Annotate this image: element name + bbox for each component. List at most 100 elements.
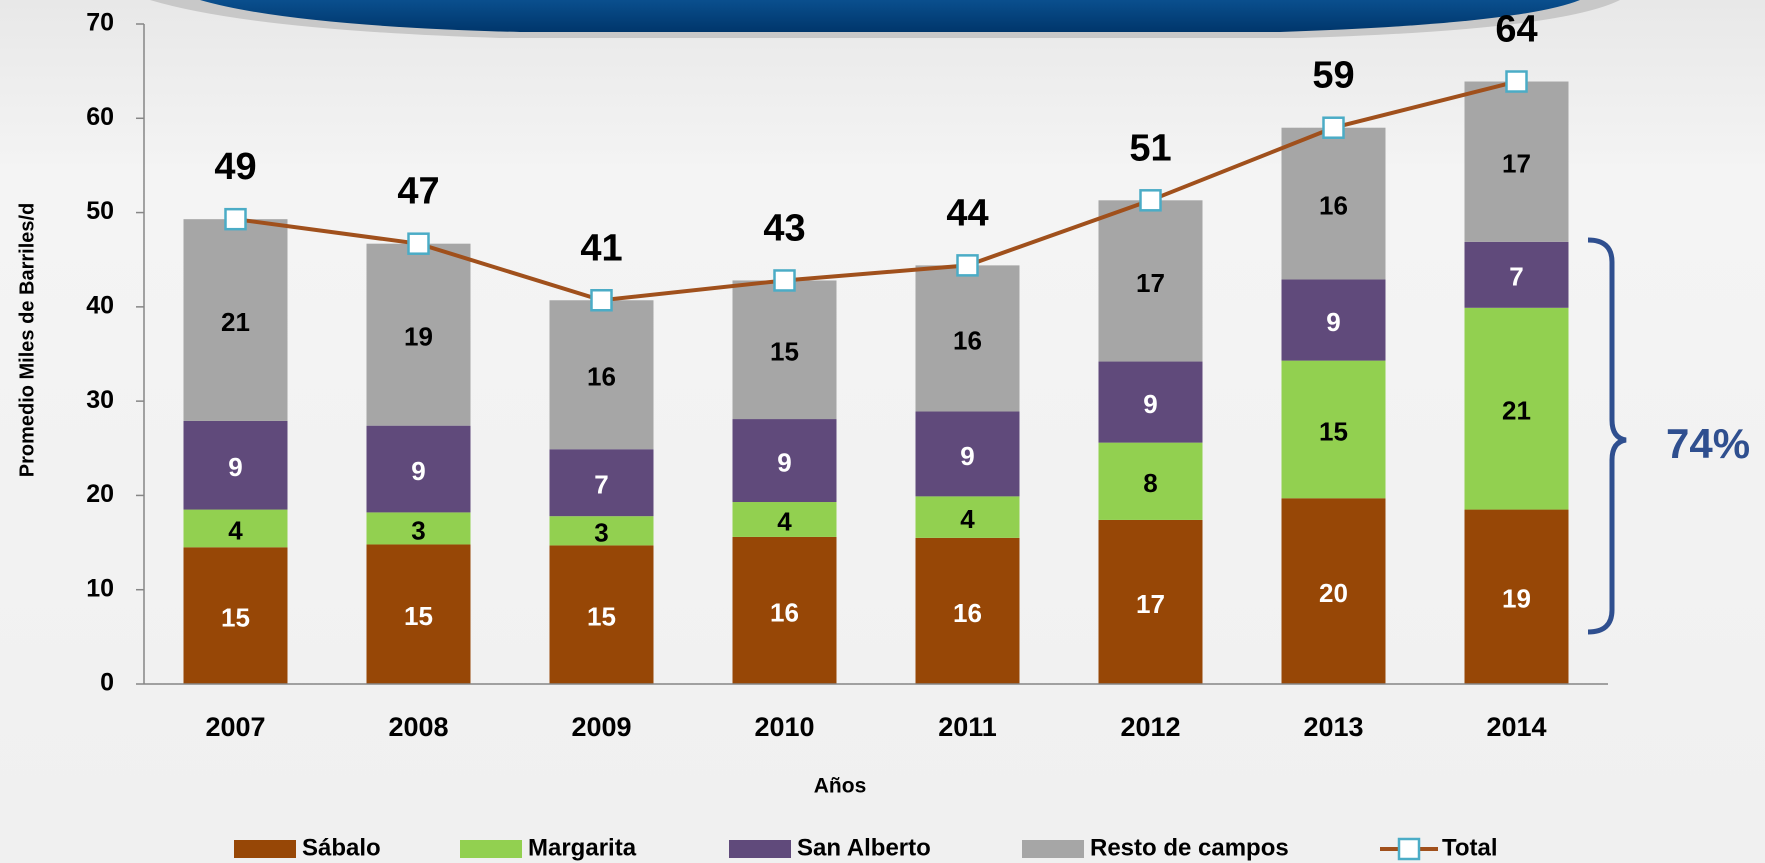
segment-label: 20 <box>1319 578 1348 608</box>
legend-label: San Alberto <box>797 834 931 861</box>
bar-segment <box>1098 200 1203 362</box>
bar-segment <box>549 300 654 450</box>
legend-label: Margarita <box>528 834 637 861</box>
segment-label: 7 <box>594 470 608 500</box>
legend-swatch <box>1022 840 1084 858</box>
segment-label: 9 <box>960 441 974 471</box>
bar-segment <box>1281 360 1386 499</box>
banner <box>200 0 1580 32</box>
segment-label: 9 <box>777 447 791 477</box>
legend-swatch <box>234 840 296 858</box>
x-tick-label: 2011 <box>938 712 997 742</box>
bar-segment <box>549 545 654 684</box>
total-marker <box>1139 189 1162 212</box>
x-tick-label: 2014 <box>1486 712 1546 742</box>
segment-label: 3 <box>594 518 608 548</box>
bar-segment <box>915 496 1020 538</box>
bar-segment <box>183 420 288 510</box>
segment-label: 8 <box>1143 468 1157 498</box>
segment-label: 16 <box>953 325 982 355</box>
total-marker <box>956 254 979 277</box>
x-tick-label: 2008 <box>388 712 448 742</box>
annotation: 74% <box>1666 420 1750 467</box>
bar-segment <box>732 502 837 537</box>
bar-segment <box>1464 81 1569 242</box>
bar-segment <box>1098 519 1203 684</box>
segment-label: 21 <box>221 307 250 337</box>
y-tick-label: 40 <box>86 291 114 319</box>
bar-segment <box>183 219 288 421</box>
segment-label: 21 <box>1502 396 1531 426</box>
segment-label: 16 <box>953 598 982 628</box>
y-tick-label: 60 <box>86 103 114 131</box>
x-tick-label: 2007 <box>205 712 265 742</box>
y-tick-label: 10 <box>86 574 114 602</box>
legend-label: Total <box>1442 834 1498 861</box>
bar-segment <box>183 547 288 684</box>
y-tick-label: 0 <box>100 669 114 697</box>
total-marker <box>1322 116 1345 139</box>
bar-segment <box>1098 442 1203 520</box>
total-label: 41 <box>580 227 622 269</box>
segment-label: 4 <box>228 515 243 545</box>
segment-label: 16 <box>1319 190 1348 220</box>
segment-label: 9 <box>1326 307 1340 337</box>
segment-label: 19 <box>1502 584 1531 614</box>
bar-segment <box>732 419 837 503</box>
x-tick-label: 2010 <box>754 712 814 742</box>
y-tick-label: 50 <box>86 197 114 225</box>
bar-segment <box>183 509 288 548</box>
bar-segment <box>366 425 471 513</box>
segment-label: 17 <box>1136 268 1165 298</box>
bar-segment <box>549 449 654 517</box>
y-tick-label: 70 <box>86 9 114 37</box>
total-label: 47 <box>397 171 439 213</box>
y-tick-label: 30 <box>86 386 114 414</box>
segment-label: 9 <box>411 456 425 486</box>
legend-marker <box>1397 837 1421 861</box>
total-label: 64 <box>1495 9 1537 51</box>
segment-label: 15 <box>404 601 433 631</box>
bar-segment <box>732 536 837 684</box>
segment-label: 9 <box>228 452 242 482</box>
total-label: 59 <box>1312 55 1354 97</box>
legend-swatch <box>460 840 522 858</box>
total-label: 43 <box>763 207 805 249</box>
bar-segment <box>732 280 837 420</box>
legend-label: Sábalo <box>302 834 381 861</box>
segment-label: 17 <box>1136 589 1165 619</box>
segment-label: 4 <box>777 506 792 536</box>
bar-segment <box>1281 127 1386 280</box>
x-axis-label: Años <box>814 775 867 798</box>
segment-label: 3 <box>411 515 425 545</box>
bar-segment <box>1281 279 1386 361</box>
x-tick-label: 2009 <box>571 712 631 742</box>
segment-label: 17 <box>1502 149 1531 179</box>
bar-segment <box>1281 498 1386 684</box>
brace <box>1587 237 1627 635</box>
y-tick-label: 20 <box>86 480 114 508</box>
total-marker <box>224 207 247 231</box>
bar-segment <box>1464 307 1569 510</box>
bar-segment <box>915 537 1020 684</box>
bar-segment <box>1464 509 1569 684</box>
segment-label: 15 <box>1319 416 1348 446</box>
segment-label: 15 <box>770 337 799 367</box>
bar-segment <box>1464 241 1569 308</box>
total-line <box>235 79 1517 303</box>
legend-swatch <box>729 840 791 858</box>
total-marker <box>407 232 430 255</box>
bar-segment <box>1098 361 1203 443</box>
segment-label: 4 <box>960 504 975 534</box>
total-marker <box>773 269 796 292</box>
segment-label: 9 <box>1143 389 1157 419</box>
bar-segment <box>366 544 471 684</box>
total-label: 51 <box>1129 127 1171 169</box>
bar-segment <box>366 512 471 545</box>
segment-label: 16 <box>770 597 799 627</box>
legend-label: Resto de campos <box>1090 834 1289 861</box>
bar-segment <box>915 265 1020 412</box>
segment-label: 15 <box>587 602 616 632</box>
x-tick-label: 2013 <box>1303 712 1363 742</box>
